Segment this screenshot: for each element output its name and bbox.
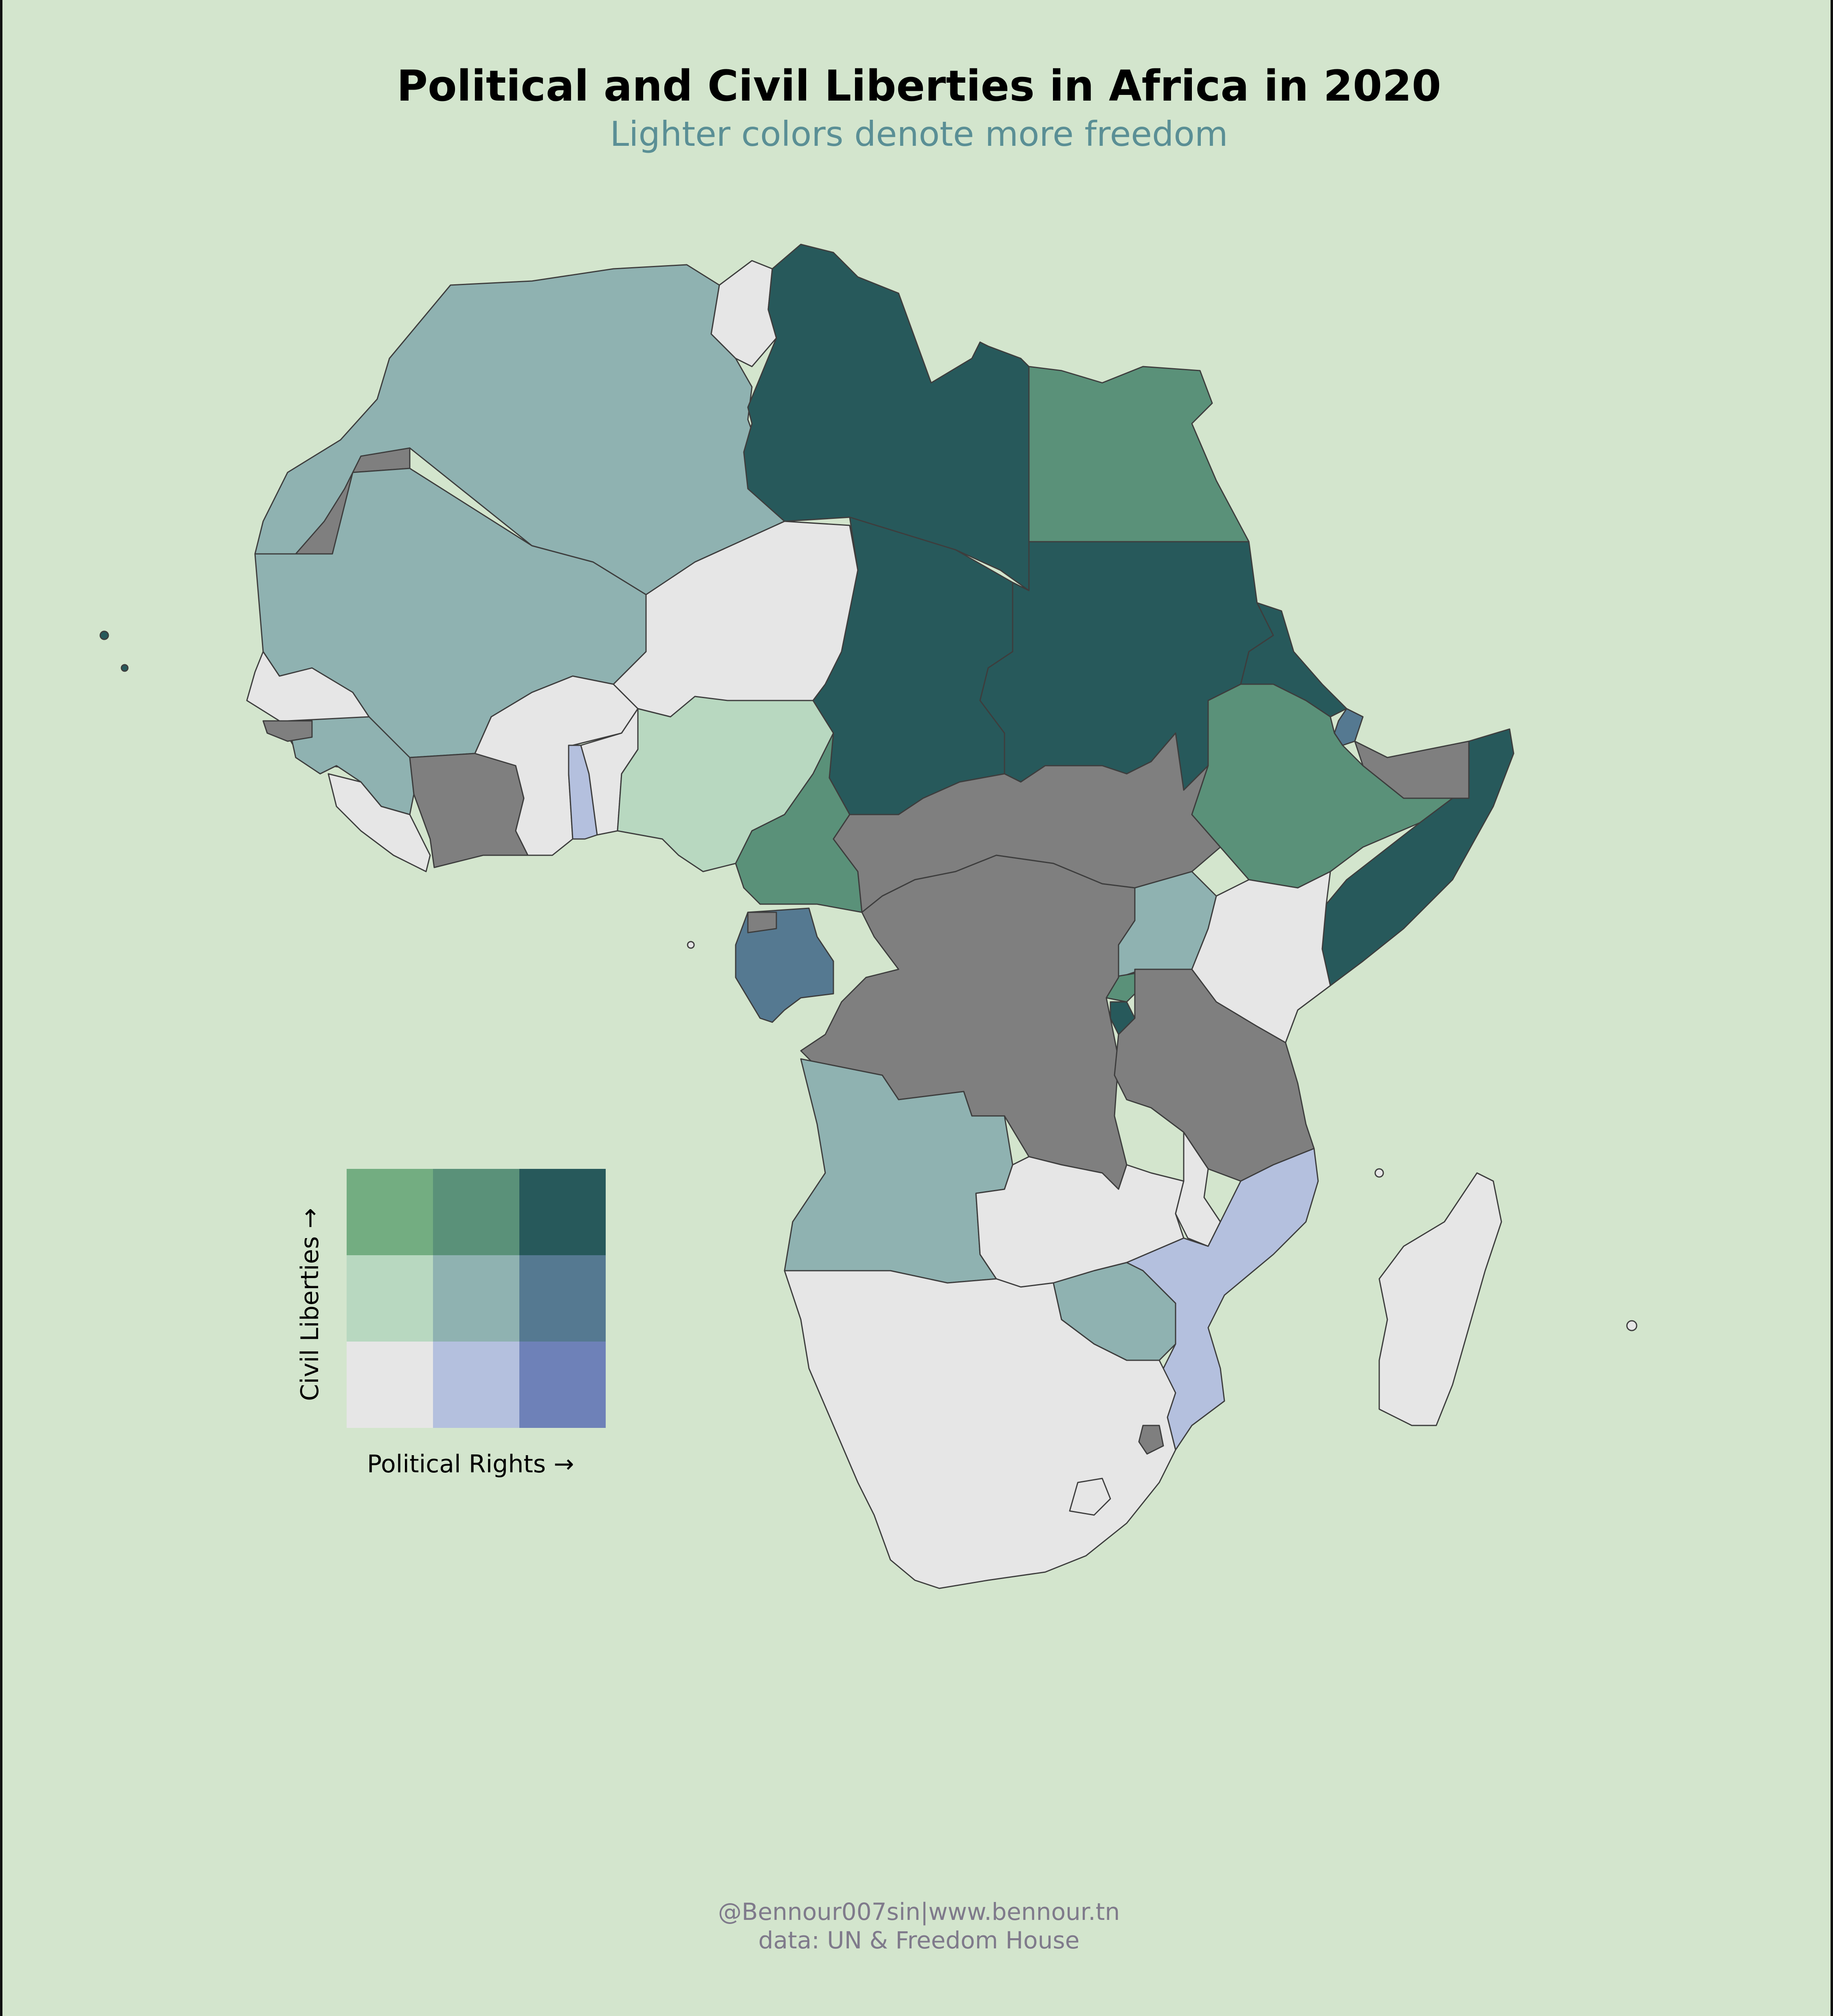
map-title: Political and Civil Liberties in Africa … bbox=[396, 61, 1442, 111]
region-egypt bbox=[1028, 366, 1250, 542]
island-mauritius bbox=[1626, 1320, 1637, 1331]
region-lesotho bbox=[1069, 1478, 1111, 1516]
island-cape-verde-2 bbox=[121, 664, 129, 672]
legend-cell-1-2 bbox=[519, 1255, 606, 1342]
legend-cell-2-0 bbox=[347, 1342, 433, 1428]
legend-y-label: Civil Liberties → bbox=[296, 1208, 324, 1401]
region-madagascar bbox=[1378, 1172, 1502, 1426]
legend-cell-2-2 bbox=[519, 1342, 606, 1428]
data-source-line: data: UN & Freedom House bbox=[758, 1926, 1080, 1954]
island-sao-tome bbox=[687, 941, 695, 949]
region-libya bbox=[743, 244, 1030, 591]
island-comoros bbox=[1374, 1168, 1384, 1178]
region-guinea-bissau bbox=[262, 720, 313, 742]
map-subtitle: Lighter colors denote more freedom bbox=[610, 114, 1228, 154]
legend-cell-0-0 bbox=[347, 1169, 433, 1255]
region-mozambique bbox=[1126, 1148, 1319, 1451]
legend-x-label: Political Rights → bbox=[367, 1450, 574, 1478]
legend-cell-0-1 bbox=[433, 1169, 519, 1255]
legend-cell-1-0 bbox=[347, 1255, 433, 1342]
region-liberia bbox=[327, 773, 431, 872]
legend-cell-0-2 bbox=[519, 1169, 606, 1255]
region-gabon bbox=[735, 907, 834, 1023]
legend-cell-2-1 bbox=[433, 1342, 519, 1428]
region-eq-guinea bbox=[747, 911, 777, 933]
legend-cell-1-1 bbox=[433, 1255, 519, 1342]
region-eswatini bbox=[1138, 1425, 1164, 1455]
credit-line: @Bennour007sin|www.bennour.tn bbox=[718, 1898, 1120, 1926]
island-cape-verde bbox=[99, 630, 109, 640]
